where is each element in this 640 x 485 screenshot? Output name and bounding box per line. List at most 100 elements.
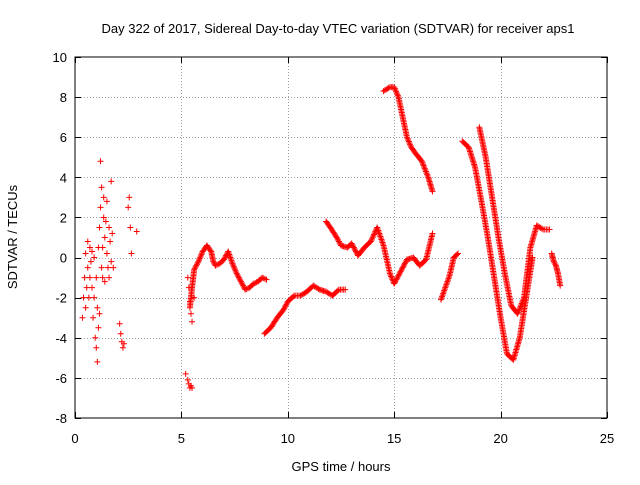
data-point: [101, 234, 108, 241]
data-point: [182, 370, 189, 377]
data-points: [79, 84, 564, 391]
data-point: [440, 289, 447, 296]
data-point: [392, 86, 399, 93]
data-point: [82, 250, 89, 257]
data-point: [220, 256, 227, 263]
data-point: [96, 310, 103, 317]
data-point: [443, 280, 450, 287]
data-point: [128, 250, 135, 257]
data-point: [421, 164, 428, 171]
data-point: [86, 244, 93, 251]
data-point: [370, 232, 377, 239]
data-point: [94, 304, 101, 311]
data-point: [407, 141, 414, 148]
data-point: [235, 274, 242, 281]
data-point: [376, 231, 383, 238]
data-point: [90, 314, 97, 321]
data-point: [404, 135, 411, 142]
data-point: [252, 279, 259, 286]
data-point: [126, 194, 133, 201]
data-point: [91, 294, 98, 301]
data-point: [394, 275, 401, 282]
y-tick-label: 2: [60, 210, 67, 225]
data-point: [455, 250, 462, 257]
data-point: [101, 278, 108, 285]
x-tick-label: 25: [600, 431, 614, 446]
data-point: [350, 244, 357, 251]
data-point: [106, 224, 113, 231]
data-point: [439, 292, 446, 299]
data-point: [107, 238, 114, 245]
data-point: [388, 273, 395, 280]
data-point: [399, 264, 406, 271]
data-point: [393, 276, 400, 283]
data-point: [515, 309, 522, 316]
data-point: [551, 259, 558, 266]
data-point: [237, 277, 244, 284]
data-point: [405, 137, 412, 144]
data-point: [420, 161, 427, 168]
data-point: [222, 253, 229, 260]
data-point: [262, 275, 269, 282]
data-point: [103, 198, 110, 205]
data-point: [82, 304, 89, 311]
data-point: [235, 273, 242, 280]
data-point: [421, 165, 428, 172]
data-point: [239, 281, 246, 288]
data-point: [368, 237, 375, 244]
data-point: [231, 266, 238, 273]
data-point: [393, 88, 400, 95]
data-point: [396, 269, 403, 276]
data-point: [518, 301, 525, 308]
data-point: [230, 262, 237, 269]
data-point: [84, 238, 91, 245]
data-point: [281, 304, 288, 311]
data-point: [95, 324, 102, 331]
data-point: [377, 235, 384, 242]
y-tick-label: 0: [60, 251, 67, 266]
data-point: [195, 258, 202, 265]
data-point: [438, 295, 445, 302]
data-point: [406, 139, 413, 146]
x-tick-label: 0: [71, 431, 78, 446]
data-point: [519, 297, 526, 304]
data-point: [334, 235, 341, 242]
data-point: [546, 226, 553, 233]
data-point: [402, 259, 409, 266]
data-point: [445, 274, 452, 281]
data-point: [407, 142, 414, 149]
x-tick-label: 20: [493, 431, 507, 446]
data-point: [392, 277, 399, 284]
data-point: [350, 243, 357, 250]
data-point: [230, 263, 237, 270]
data-point: [94, 358, 101, 365]
data-point: [207, 247, 214, 254]
data-point: [198, 251, 205, 258]
data-point: [423, 169, 430, 176]
data-point: [351, 245, 358, 252]
data-point: [395, 272, 402, 279]
data-point: [379, 239, 386, 246]
data-point: [538, 225, 545, 232]
data-point: [223, 252, 230, 259]
data-point: [99, 244, 106, 251]
data-point: [240, 282, 247, 289]
data-point: [282, 302, 289, 309]
data-point: [441, 286, 448, 293]
data-point: [418, 158, 425, 165]
data-point: [352, 248, 359, 255]
data-point: [250, 280, 257, 287]
data-point: [93, 344, 100, 351]
data-point: [100, 194, 107, 201]
data-point: [260, 275, 267, 282]
data-point: [191, 265, 198, 272]
data-point: [84, 264, 91, 271]
data-point: [108, 258, 115, 265]
data-point: [104, 264, 111, 271]
data-point: [89, 284, 96, 291]
data-point: [438, 296, 445, 303]
data-point: [335, 237, 342, 244]
y-tick-label: -2: [55, 291, 67, 306]
data-point: [89, 248, 96, 255]
